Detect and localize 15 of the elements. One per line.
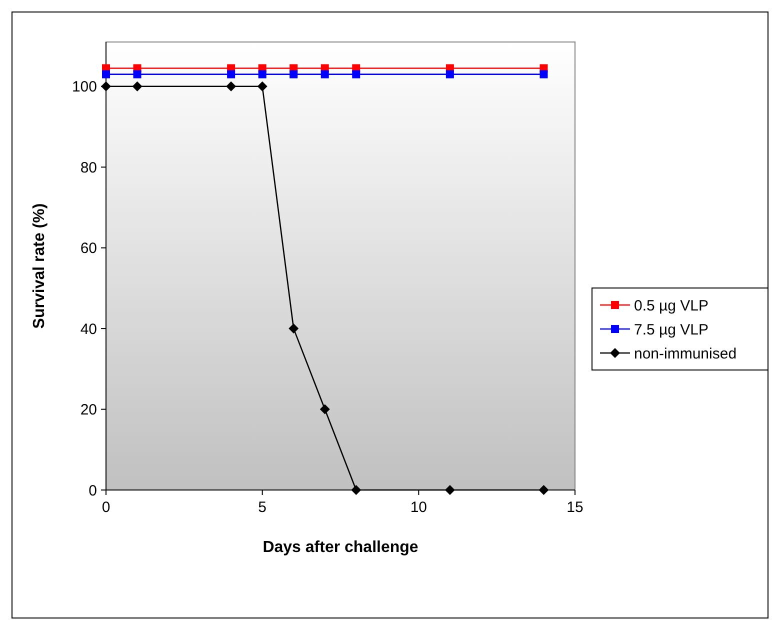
- x-tick-label: 5: [258, 499, 267, 516]
- y-tick-label: 60: [80, 240, 97, 258]
- x-axis-title: Days after challenge: [262, 539, 418, 556]
- legend-label: non-immunised: [634, 345, 737, 362]
- y-tick-label: 40: [80, 320, 97, 338]
- legend-label: 0.5 µg VLP: [634, 297, 709, 314]
- y-tick-label: 100: [72, 78, 97, 96]
- y-axis-title: Survival rate (%): [31, 203, 48, 329]
- x-tick-label: 0: [102, 499, 110, 516]
- y-tick-label: 0: [88, 482, 97, 500]
- y-tick-label: 80: [80, 159, 97, 176]
- x-tick-label: 10: [410, 499, 428, 516]
- y-tick-label: 20: [80, 402, 97, 419]
- x-tick-label: 15: [566, 499, 584, 516]
- legend-label: 7.5 µg VLP: [634, 321, 709, 338]
